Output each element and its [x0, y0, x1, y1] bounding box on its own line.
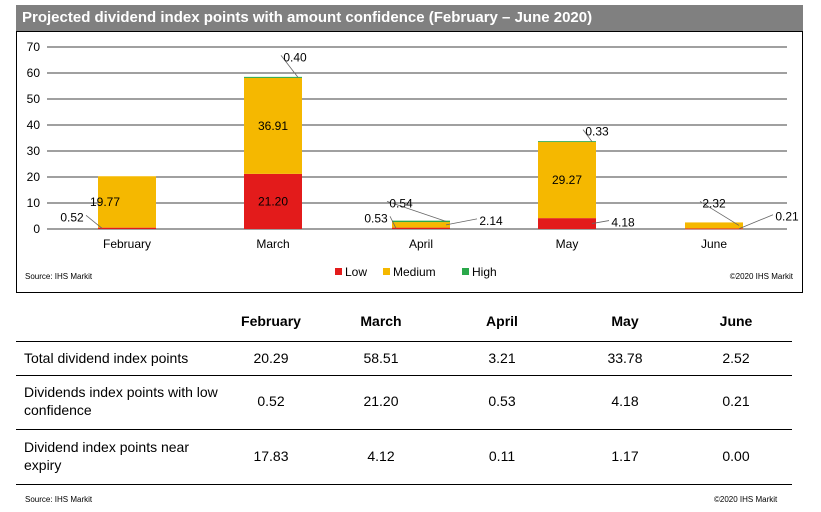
bar-segment-medium — [392, 222, 450, 228]
y-tick-label: 40 — [27, 118, 41, 132]
leader-line — [85, 215, 103, 229]
footer-copyright: ©2020 IHS Markit — [714, 495, 778, 504]
data-label: 2.32 — [702, 196, 726, 210]
data-label: 19.77 — [90, 195, 120, 209]
table-cell: 21.20 — [363, 393, 399, 409]
data-label: 4.18 — [611, 216, 635, 230]
data-label: 2.14 — [479, 214, 503, 228]
y-tick-label: 0 — [33, 222, 40, 236]
leader-line — [582, 129, 593, 142]
row-label: Total dividend index points — [24, 350, 189, 366]
y-tick-label: 50 — [27, 92, 41, 106]
table-row: Total dividend index points 20.29 58.51 … — [16, 341, 792, 376]
table-cell: 0.11 — [488, 448, 516, 464]
bar-segment-low — [244, 173, 302, 229]
data-label: 29.27 — [552, 173, 582, 187]
table-cell: 2.52 — [722, 350, 750, 366]
y-tick-label: 30 — [27, 144, 41, 158]
chart-title: Projected dividend index points with amo… — [22, 9, 593, 26]
row-label: Dividend index points near expiry — [24, 439, 189, 473]
bar-segment-medium — [98, 176, 156, 228]
leader-line — [699, 201, 740, 226]
table-row: Dividends index points with low confiden… — [16, 375, 792, 430]
bar-segment-high — [392, 220, 450, 223]
bar-segment-medium — [538, 142, 596, 219]
x-tick-label: March — [256, 237, 289, 251]
footer-source: Source: IHS Markit — [25, 495, 93, 504]
table-cell: 33.78 — [607, 350, 643, 366]
leader-line — [445, 218, 478, 226]
bar-segment-medium — [244, 77, 302, 174]
title-bar: Projected dividend index points with amo… — [16, 5, 803, 31]
table-cell: 4.18 — [611, 393, 639, 409]
data-label: 0.40 — [283, 50, 307, 64]
y-tick-label: 60 — [27, 66, 41, 80]
table-header-row: February March April May June — [16, 305, 792, 335]
bar-segment-high — [538, 141, 596, 143]
legend-swatch-high — [462, 268, 469, 275]
table-row: Dividend index points near expiry 17.83 … — [16, 430, 792, 485]
bar-segment-low — [98, 227, 156, 229]
table-cell: 3.21 — [488, 350, 516, 366]
leader-line — [591, 220, 610, 224]
y-tick-label: 70 — [27, 40, 41, 54]
leader-line — [738, 214, 774, 230]
table-header-june: June — [719, 313, 753, 329]
table-cell: 58.51 — [363, 350, 399, 366]
legend-swatch-low — [335, 268, 342, 275]
data-label: 21.20 — [258, 194, 288, 208]
data-label: 0.21 — [775, 210, 799, 224]
leader-line — [280, 55, 299, 78]
table-cell: 0.52 — [257, 393, 285, 409]
x-tick-label: February — [103, 237, 151, 251]
table-cell: 0.21 — [722, 393, 750, 409]
table-cell: 20.29 — [253, 350, 289, 366]
leader-line — [389, 216, 397, 229]
legend-label-high: High — [472, 265, 497, 279]
row-label: Dividends index points with low confiden… — [24, 384, 218, 418]
x-tick-label: June — [701, 237, 727, 251]
table-cell: 1.17 — [611, 448, 639, 464]
x-tick-label: April — [409, 237, 433, 251]
table-header-march: March — [360, 313, 402, 329]
data-label: 0.53 — [364, 211, 388, 225]
table-header-april: April — [486, 313, 518, 329]
y-tick-label: 10 — [27, 196, 41, 210]
legend-swatch-medium — [383, 268, 390, 275]
stacked-bar-chart: 0 10 20 30 40 50 60 70 February March April May June… — [25, 40, 799, 281]
bar-segment-low — [538, 218, 596, 229]
bar-segment-high — [244, 76, 302, 78]
table-cell: 17.83 — [253, 448, 289, 464]
legend-label-low: Low — [345, 265, 367, 279]
data-label: 36.91 — [258, 119, 288, 133]
leader-line — [386, 200, 447, 222]
bar-segment-low — [685, 228, 743, 230]
table-cell: 0.53 — [488, 393, 516, 409]
bar-segment-low — [392, 227, 450, 229]
chart-copyright: ©2020 IHS Markit — [730, 272, 794, 281]
data-label: 0.54 — [389, 196, 413, 210]
x-tick-label: May — [556, 237, 579, 251]
table-cell: 4.12 — [367, 448, 395, 464]
legend-label-medium: Medium — [393, 265, 436, 279]
table-header-february: February — [241, 313, 301, 329]
data-label: 0.33 — [585, 125, 609, 139]
table-cell: 0.00 — [722, 448, 750, 464]
chart-area: 0 10 20 30 40 50 60 70 February March April May June… — [16, 31, 803, 293]
chart-source: Source: IHS Markit — [25, 272, 93, 281]
y-tick-label: 20 — [27, 170, 41, 184]
data-label: 0.52 — [60, 210, 84, 224]
table-header-may: May — [611, 313, 639, 329]
bar-segment-medium — [685, 222, 743, 229]
